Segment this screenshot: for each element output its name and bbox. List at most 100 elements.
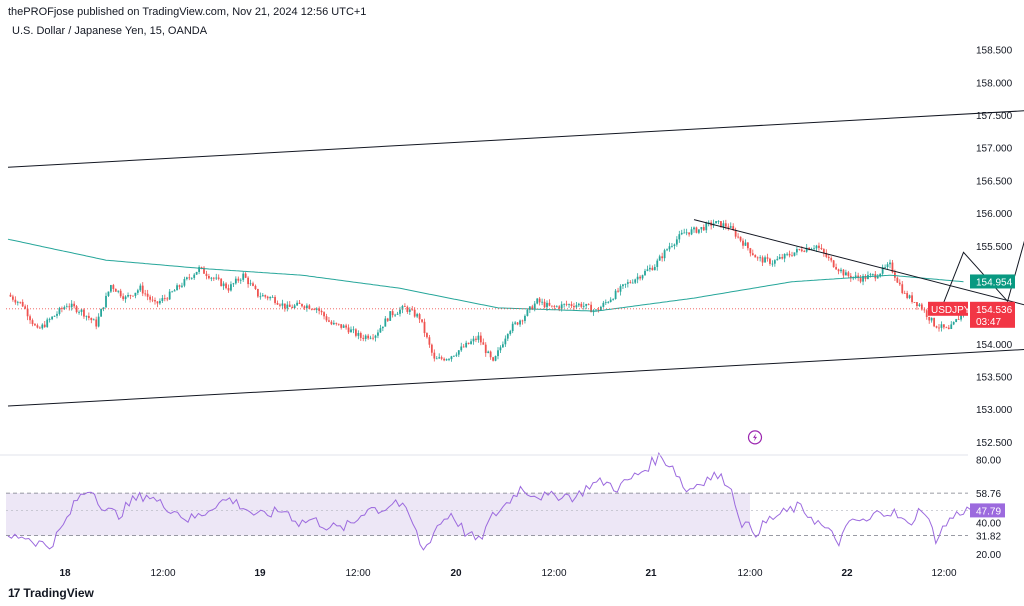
price-tick-label: 155.500	[976, 242, 1013, 253]
candle-body	[352, 329, 355, 331]
rsi-pane[interactable]	[6, 452, 975, 551]
candle-body	[727, 226, 730, 228]
candle-body	[646, 269, 649, 271]
candle-body	[945, 327, 948, 329]
candle-body	[357, 333, 360, 336]
candle-body	[212, 277, 215, 279]
candle-body	[36, 325, 39, 328]
price-tick-label: 154.000	[976, 340, 1013, 351]
candle-body	[445, 359, 448, 361]
candle-body	[220, 278, 223, 287]
candle-body	[347, 327, 350, 333]
candle-body	[73, 303, 76, 307]
candle-body	[227, 288, 230, 291]
upper-channel-trendline[interactable]	[7, 102, 1024, 168]
candle-body	[747, 242, 749, 249]
candle-body	[707, 222, 710, 224]
candle-body	[886, 264, 889, 268]
candle-body	[61, 308, 63, 310]
candle-body	[293, 305, 296, 309]
candle-body	[661, 256, 664, 259]
candle-body	[651, 267, 654, 271]
candle-body	[935, 326, 938, 328]
candle-body	[595, 309, 597, 311]
price-tick-label: 156.500	[976, 176, 1013, 187]
candle-body	[734, 230, 737, 237]
candle-body	[820, 247, 823, 250]
candle-body	[97, 316, 100, 327]
candle-body	[521, 320, 524, 322]
candle-body	[585, 303, 588, 306]
candle-body	[306, 305, 308, 309]
candle-body	[609, 299, 612, 302]
candle-body	[12, 296, 14, 300]
candle-body	[31, 320, 34, 325]
candle-body	[597, 309, 600, 311]
candle-body	[190, 277, 193, 279]
candle-body	[325, 316, 328, 321]
rsi-tick-label: 80.00	[976, 456, 1001, 467]
candle-body	[680, 232, 683, 235]
candle-body	[685, 232, 688, 234]
candle-body	[330, 321, 333, 325]
candle-body	[178, 285, 181, 287]
lightning-alert-icon[interactable]	[747, 430, 763, 445]
candle-body	[913, 301, 916, 303]
candle-body	[484, 344, 487, 354]
candle-body	[639, 276, 641, 279]
candle-body	[717, 221, 720, 222]
candle-body	[570, 304, 573, 306]
candle-body	[494, 356, 497, 361]
candle-body	[276, 302, 279, 305]
candle-body	[764, 257, 766, 263]
last-price-text: 154.536	[976, 305, 1013, 316]
price-tick-label: 158.000	[976, 78, 1013, 89]
candle-body	[411, 309, 414, 311]
candle-body	[644, 270, 646, 276]
candle-body	[555, 306, 558, 308]
candle-body	[315, 308, 318, 310]
candle-body	[656, 260, 659, 267]
rsi-tick-label: 40.00	[976, 519, 1001, 530]
candle-body	[404, 306, 406, 307]
candle-body	[690, 229, 693, 235]
candle-body	[925, 310, 928, 317]
candle-body	[259, 296, 262, 298]
time-tick-label: 18	[59, 568, 71, 579]
candle-body	[930, 317, 933, 321]
candle-body	[215, 277, 218, 279]
price-pane[interactable]	[6, 102, 1024, 445]
candle-body	[658, 256, 661, 261]
lower-channel-trendline[interactable]	[7, 341, 1024, 407]
candle-body	[453, 355, 455, 357]
candle-body	[580, 303, 583, 307]
candle-body	[396, 313, 399, 315]
candle-body	[766, 257, 769, 259]
candle-body	[359, 333, 362, 338]
candle-body	[303, 306, 306, 309]
candle-body	[675, 239, 678, 245]
candle-body	[19, 301, 22, 303]
descending-resistance-trendline[interactable]	[693, 219, 1024, 315]
candle-body	[538, 298, 541, 303]
ma-value-text: 154.954	[976, 277, 1013, 288]
candle-body	[225, 283, 227, 289]
candle-body	[465, 342, 468, 348]
candle-body	[631, 282, 634, 284]
candle-body	[274, 297, 276, 303]
candle-body	[391, 311, 394, 316]
candle-body	[479, 335, 482, 343]
candle-body	[722, 223, 725, 228]
candle-body	[511, 323, 514, 332]
candle-body	[163, 298, 166, 299]
candle-body	[107, 291, 110, 296]
candle-body	[822, 249, 825, 253]
candle-body	[894, 272, 896, 278]
candle-body	[286, 304, 289, 309]
tradingview-footer[interactable]: 17 TradingView	[8, 586, 94, 600]
candle-body	[102, 307, 105, 309]
candle-body	[553, 306, 556, 308]
candle-body	[884, 267, 886, 268]
candle-body	[575, 305, 578, 308]
